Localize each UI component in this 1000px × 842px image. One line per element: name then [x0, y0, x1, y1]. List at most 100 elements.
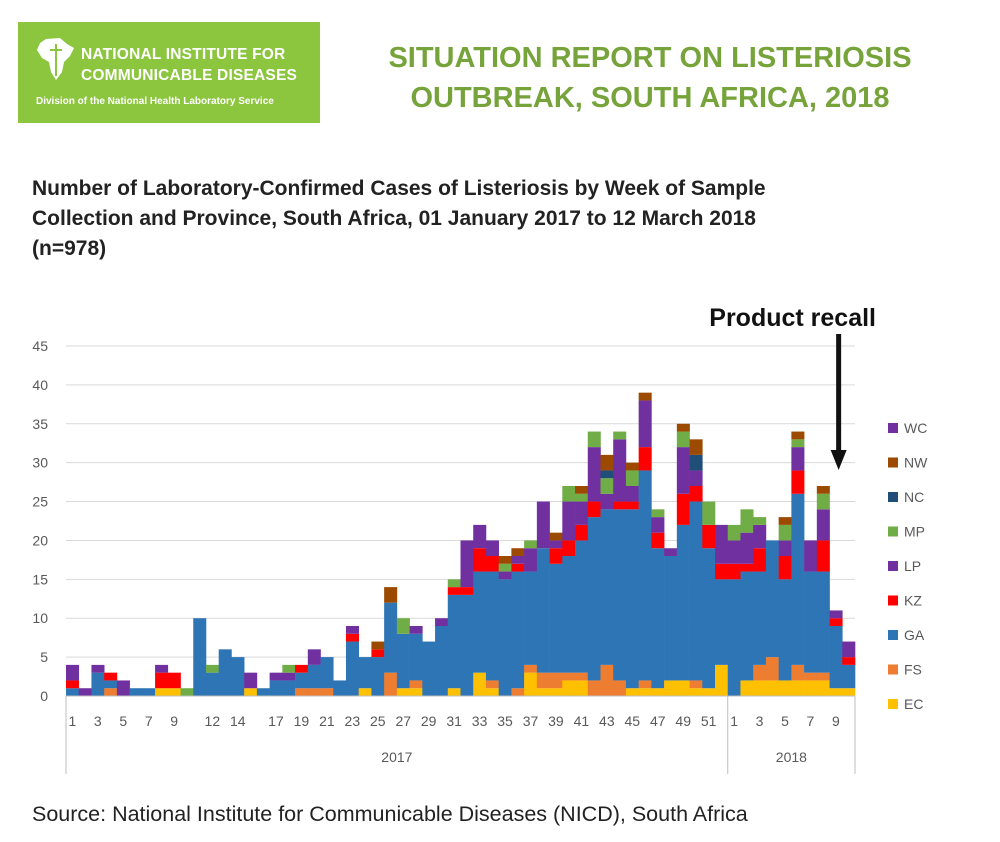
bar-segment-kz — [473, 548, 487, 572]
y-tick-label: 35 — [32, 416, 48, 432]
bar-segment-nw — [600, 454, 614, 471]
bar-segment-ec — [664, 680, 678, 696]
bar-segment-ga — [409, 633, 423, 681]
bar-segment-ga — [256, 688, 270, 696]
y-tick-label: 15 — [32, 571, 48, 587]
legend-label-nw: NW — [904, 455, 928, 471]
bar-segment-mp — [727, 524, 741, 541]
bar-segment-lp — [562, 501, 576, 541]
bar-segment-nw — [549, 532, 563, 541]
bar-segment-ec — [778, 680, 792, 696]
bar-segment-lp — [842, 641, 856, 658]
year-group-label: 2017 — [381, 749, 412, 765]
report-title: SITUATION REPORT ON LISTERIOSIS OUTBREAK… — [350, 38, 950, 118]
bar-segment-mp — [180, 688, 194, 696]
bar-segment-lp — [78, 688, 92, 696]
legend-swatch-kz — [888, 595, 898, 606]
bar-segment-ga — [842, 664, 856, 689]
chart-title-line-3: (n=978) — [32, 237, 107, 260]
bar-segment-mp — [205, 664, 220, 673]
bar-segment-kz — [829, 618, 843, 626]
bar-segment-fs — [804, 672, 818, 681]
x-tick-label: 49 — [675, 713, 691, 729]
bar-segment-ec — [244, 688, 258, 696]
bar-segment-ga — [536, 548, 550, 673]
bar-segment-fs — [765, 657, 779, 681]
bar-segment-nw — [676, 423, 690, 432]
legend-swatch-ec — [888, 699, 898, 709]
bar-segment-kz — [562, 540, 576, 556]
bar-segment-mp — [600, 478, 614, 494]
y-tick-label: 0 — [40, 688, 48, 704]
bar-segment-ec — [358, 688, 372, 696]
x-tick-label: 37 — [523, 713, 539, 729]
bar-segment-lp — [613, 439, 627, 502]
bar-segment-mp — [498, 563, 512, 572]
legend-swatch-mp — [888, 526, 898, 537]
bar-segment-nw — [371, 641, 385, 650]
bar-segment-lp — [473, 524, 487, 549]
bar-segment-ec — [676, 680, 690, 696]
bar-segment-lp — [409, 626, 423, 634]
bar-segment-ec — [536, 688, 550, 696]
bar-segment-ec — [702, 688, 716, 696]
bar-segment-lp — [727, 540, 741, 564]
bar-segment-ga — [371, 657, 385, 696]
bar-segment-ga — [727, 579, 741, 696]
bar-segment-ec — [765, 680, 779, 696]
bar-segment-ec — [473, 672, 487, 696]
bar-segment-ga — [66, 688, 80, 696]
bar-segment-fs — [562, 672, 576, 681]
bar-segment-kz — [155, 672, 169, 689]
bar-segment-ec — [524, 672, 538, 696]
bar-segment-ec — [804, 680, 818, 696]
bar-segment-ga — [205, 672, 220, 696]
x-tick-label: 19 — [294, 713, 310, 729]
bar-segment-kz — [295, 664, 309, 673]
bar-segment-mp — [651, 509, 665, 518]
bar-segment-mp — [282, 664, 296, 673]
report-title-line-2: OUTBREAK, SOUTH AFRICA, 2018 — [410, 82, 890, 114]
bar-segment-ga — [587, 517, 601, 681]
bar-segment-mp — [524, 540, 538, 549]
bar-segment-fs — [536, 672, 550, 689]
bar-segment-ga — [638, 470, 652, 681]
x-tick-label: 43 — [599, 713, 615, 729]
x-tick-label: 47 — [650, 713, 666, 729]
bar-segment-ga — [129, 688, 143, 696]
product-recall-label: Product recall — [709, 304, 876, 332]
bar-segment-kz — [689, 486, 703, 502]
bar-segment-kz — [613, 501, 627, 510]
bar-segment-ga — [702, 548, 716, 689]
bar-segment-kz — [676, 493, 690, 525]
bar-segment-fs — [485, 680, 499, 689]
bar-segment-ga — [625, 509, 639, 689]
legend-swatch-wc — [888, 423, 898, 433]
bar-segment-lp — [625, 486, 639, 502]
bar-segment-lp — [485, 540, 499, 556]
legend-label-kz: KZ — [904, 593, 922, 609]
bar-segment-kz — [485, 556, 499, 572]
bar-segment-fs — [295, 688, 309, 696]
bar-segment-lp — [587, 447, 601, 502]
bar-segment-ec — [829, 688, 843, 696]
legend-swatch-ga — [888, 630, 898, 640]
bar-segment-ec — [651, 688, 665, 696]
bar-segment-ga — [396, 633, 410, 689]
bar-segment-mp — [562, 486, 576, 502]
bar-segment-ga — [447, 594, 461, 689]
bar-segment-mp — [587, 431, 601, 448]
x-tick-label: 25 — [370, 713, 386, 729]
bar-segment-lp — [651, 517, 665, 533]
bar-segment-ec — [575, 680, 589, 696]
bar-segment-lp — [511, 556, 525, 564]
bar-segment-kz — [167, 672, 181, 689]
x-tick-label: 9 — [832, 713, 840, 729]
x-tick-label: 14 — [230, 713, 246, 729]
bar-segment-fs — [320, 688, 334, 696]
bar-segment-kz — [345, 633, 359, 642]
legend-swatch-nw — [888, 457, 898, 468]
legend-label-lp: LP — [904, 558, 921, 574]
bar-segment-ec — [409, 688, 423, 696]
